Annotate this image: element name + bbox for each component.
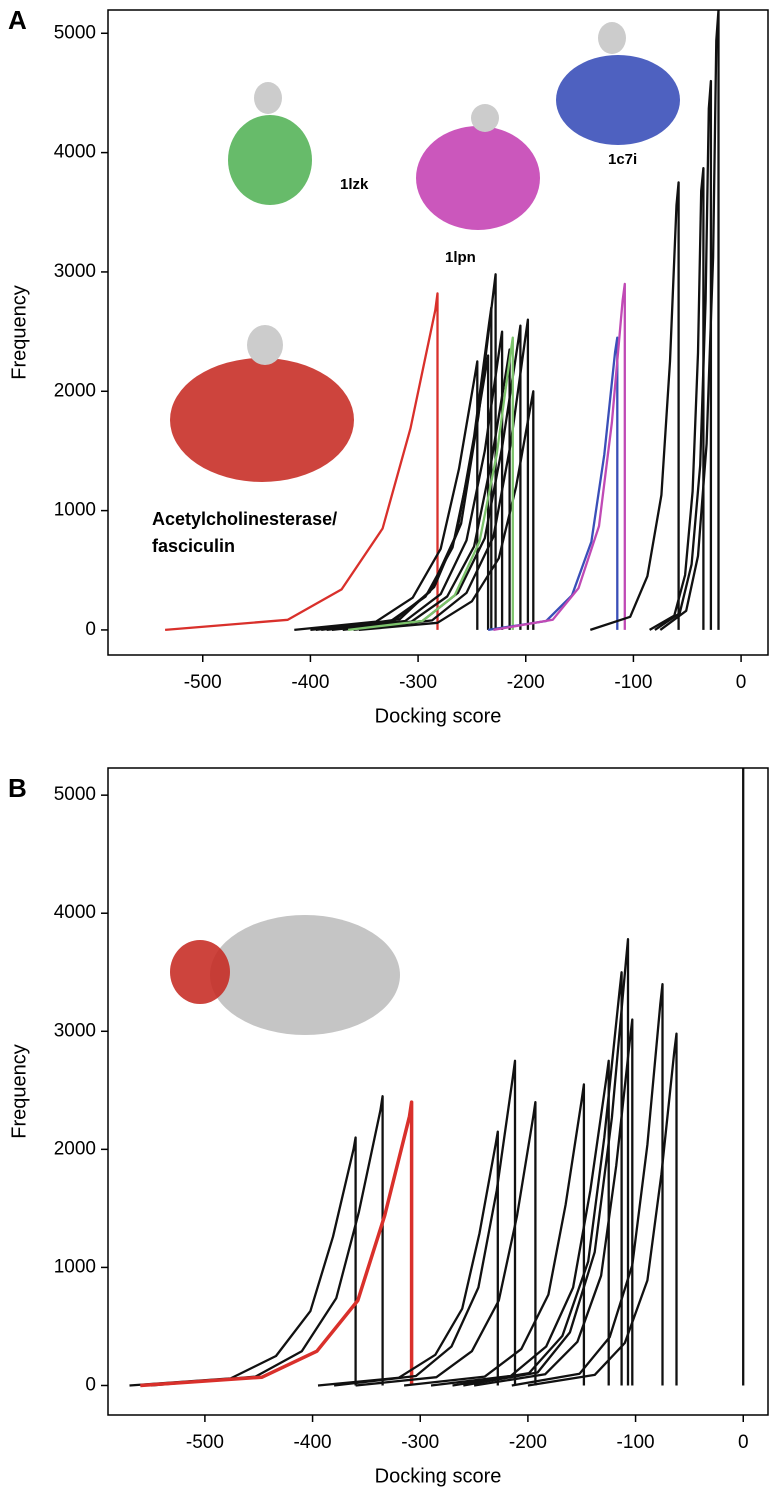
y-axis-label: Frequency (8, 285, 30, 380)
x-tick-label: -100 (617, 1432, 655, 1453)
x-axis-label: Docking score (375, 705, 502, 727)
curve (473, 1018, 634, 1387)
curve (649, 166, 705, 631)
curve (511, 982, 664, 1387)
y-tick-label: 4000 (54, 142, 96, 163)
y-tick-label: 3000 (54, 261, 96, 282)
protein-fragment (598, 22, 626, 54)
y-tick-label: 4000 (54, 902, 96, 923)
protein-1lpn (416, 126, 540, 230)
curve (353, 318, 530, 632)
y-tick-label: 3000 (54, 1020, 96, 1041)
y-tick-label: 2000 (54, 1138, 96, 1159)
y-tick-label: 1000 (54, 1256, 96, 1277)
curve (452, 971, 623, 1387)
x-tick-label: 0 (736, 672, 747, 693)
panel-label: B (8, 773, 27, 803)
curve (403, 1083, 586, 1387)
curve (589, 181, 680, 631)
panel: A 0 1000 2000 3000 4000 5000 -500 -400 -300 -200 -1… (8, 5, 769, 727)
y-tick-label: 2000 (54, 380, 96, 401)
curve (315, 306, 493, 632)
protein-fragment (247, 325, 283, 365)
x-tick-label: -300 (399, 672, 437, 693)
protein-1c7i (556, 55, 680, 145)
curve (326, 330, 504, 632)
annotation: 1c7i (608, 151, 637, 168)
x-tick-label: -400 (291, 672, 329, 693)
protein-images (170, 22, 680, 1035)
y-axis-label: Frequency (8, 1044, 30, 1139)
y-tick-label: 5000 (54, 22, 96, 43)
curve (333, 1059, 517, 1387)
x-axis-label: Docking score (375, 1465, 502, 1487)
protein-1lzk (228, 115, 312, 205)
x-tick-label: -100 (614, 672, 652, 693)
panel: B 0 1000 2000 3000 4000 5000 -500 -400 -300 -200 -1… (8, 767, 769, 1487)
curve (355, 1100, 537, 1387)
curve (487, 336, 619, 632)
annotation: 1lpn (445, 249, 476, 266)
protein-fasciculin (170, 940, 230, 1004)
x-tick-label: -500 (186, 1432, 224, 1453)
curve (463, 938, 630, 1387)
annotation: 1lzk (340, 176, 369, 193)
curve (654, 79, 713, 631)
x-tick-label: 0 (738, 1432, 749, 1453)
curve (165, 292, 439, 632)
curve (140, 1100, 414, 1388)
x-tick-label: -200 (509, 1432, 547, 1453)
annotation: fasciculin (152, 536, 235, 556)
curve (321, 273, 497, 632)
curve (151, 1095, 384, 1387)
y-tick-label: 1000 (54, 500, 96, 521)
plot-frame (107, 9, 769, 656)
y-tick-label: 5000 (54, 784, 96, 805)
curve (317, 1130, 499, 1387)
plot-lines (165, 10, 720, 632)
y-tick-label: 0 (85, 619, 96, 640)
curve (294, 360, 479, 632)
protein-fragment (254, 82, 282, 114)
protein-acetylcholinesterase (170, 358, 354, 482)
protein-complex (210, 915, 400, 1035)
curve (129, 1136, 357, 1387)
x-tick-label: -400 (294, 1432, 332, 1453)
y-tick-label: 0 (85, 1374, 96, 1395)
x-tick-label: -300 (401, 1432, 439, 1453)
panel-label: A (8, 5, 27, 35)
x-tick-label: -200 (507, 672, 545, 693)
curve (527, 1032, 678, 1387)
curve (347, 336, 514, 632)
annotation: Acetylcholinesterase/ (152, 509, 337, 529)
protein-fragment (471, 104, 499, 132)
curve (358, 390, 535, 632)
curve (331, 348, 511, 632)
plot-lines (129, 768, 745, 1388)
plot-frame (107, 767, 769, 1416)
curve (493, 282, 626, 632)
curve (659, 10, 720, 631)
curve (430, 1059, 610, 1387)
x-tick-label: -500 (184, 672, 222, 693)
